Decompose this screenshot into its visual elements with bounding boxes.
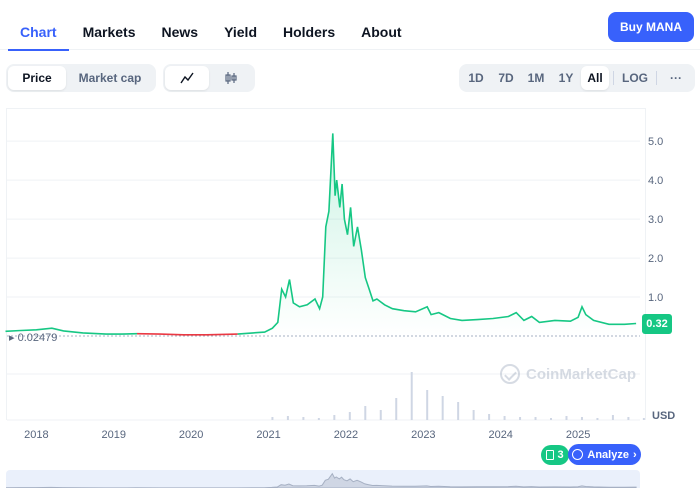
x-tick-label: 2019	[102, 429, 126, 441]
volume-bar	[580, 417, 583, 420]
volume-bar	[395, 398, 398, 420]
top-navigation: Chart Markets News Yield Holders About B…	[0, 0, 700, 51]
navigator-area	[6, 472, 637, 488]
min-price-label: ▸ 0.02479	[9, 332, 58, 344]
chevron-right-icon: ›	[632, 448, 637, 461]
volume-bar	[596, 418, 599, 420]
market-cap-toggle-option[interactable]: Market cap	[78, 71, 142, 85]
volume-bar	[611, 415, 614, 420]
range-navigator[interactable]	[6, 470, 640, 488]
news-count-badge[interactable]: 3	[541, 445, 569, 465]
volume-bar	[565, 416, 568, 420]
range-1m-option[interactable]: 1M	[527, 71, 545, 85]
tab-about[interactable]: About	[361, 24, 402, 40]
volume-bar	[333, 415, 336, 420]
y-tick-label: 1.0	[648, 292, 663, 304]
y-tick-label: 4.0	[648, 175, 663, 187]
volume-bar	[302, 417, 305, 420]
volume-bar	[271, 417, 274, 420]
range-all-option[interactable]: All	[581, 66, 609, 90]
tab-chart[interactable]: Chart	[8, 14, 69, 51]
volume-bar	[364, 406, 367, 420]
coinmarketcap-logo-icon	[500, 364, 520, 384]
analyze-label: Analyze	[587, 448, 629, 461]
coinmarketcap-watermark: CoinMarketCap	[500, 364, 636, 384]
volume-bar	[379, 410, 382, 420]
range-1y-option[interactable]: 1Y	[558, 71, 574, 85]
tab-news[interactable]: News	[161, 24, 199, 40]
document-icon	[546, 450, 555, 460]
y-tick-label: 3.0	[648, 214, 663, 226]
volume-bar	[441, 396, 444, 420]
chart-area	[6, 108, 646, 420]
volume-bar	[410, 372, 413, 420]
x-tick-label: 2022	[334, 429, 358, 441]
more-options-button[interactable]: ···	[670, 71, 682, 85]
y-tick-label: 2.0	[648, 253, 663, 265]
chart-style-toggle	[163, 64, 255, 92]
range-7d-option[interactable]: 7D	[498, 71, 514, 85]
buy-button[interactable]: Buy MANA	[608, 12, 694, 42]
metric-toggle: Price Market cap	[6, 64, 156, 92]
volume-bar	[348, 412, 351, 420]
range-divider	[656, 71, 657, 85]
x-tick-label: 2018	[24, 429, 48, 441]
candlestick-icon[interactable]	[209, 66, 253, 90]
volume-bar	[286, 416, 289, 420]
x-tick-label: 2023	[411, 429, 435, 441]
x-tick-label: 2025	[566, 429, 590, 441]
time-range-selector: 1D 7D 1M 1Y All LOG ···	[459, 64, 695, 92]
log-scale-toggle[interactable]: LOG	[622, 71, 648, 85]
volume-bar	[534, 417, 537, 420]
volume-bar	[642, 418, 645, 420]
y-tick-label: 5.0	[648, 136, 663, 148]
tab-holders[interactable]: Holders	[283, 24, 336, 40]
volume-bar	[457, 402, 460, 420]
tab-bar: Chart Markets News Yield Holders About	[8, 14, 416, 51]
tab-markets[interactable]: Markets	[82, 24, 136, 40]
x-tick-label: 2024	[488, 429, 512, 441]
currency-label: USD	[652, 410, 676, 422]
price-line-segment-down	[136, 332, 238, 336]
price-toggle-option[interactable]: Price	[8, 66, 66, 90]
navigator-minichart	[6, 472, 637, 488]
range-divider	[613, 71, 614, 85]
tab-yield[interactable]: Yield	[224, 24, 257, 40]
price-line-segment	[237, 133, 637, 335]
price-line-segment	[5, 327, 138, 335]
volume-bar	[488, 414, 491, 420]
analyze-button[interactable]: Analyze ›	[568, 444, 641, 465]
line-chart-icon[interactable]	[165, 66, 209, 90]
volume-bar	[627, 417, 630, 420]
x-tick-label: 2021	[256, 429, 280, 441]
x-tick-label: 2020	[179, 429, 203, 441]
volume-bar	[426, 390, 429, 420]
volume-bar	[550, 418, 553, 420]
news-count: 3	[557, 449, 564, 461]
ai-icon	[572, 449, 584, 460]
min-price-value: 0.02479	[17, 332, 58, 344]
watermark-text: CoinMarketCap	[526, 365, 637, 383]
volume-bar	[317, 418, 320, 420]
range-1d-option[interactable]: 1D	[468, 71, 484, 85]
volume-bar	[472, 410, 475, 420]
current-price-tag: 0.32	[642, 314, 672, 334]
volume-bar	[503, 416, 506, 420]
volume-bar	[519, 417, 522, 420]
